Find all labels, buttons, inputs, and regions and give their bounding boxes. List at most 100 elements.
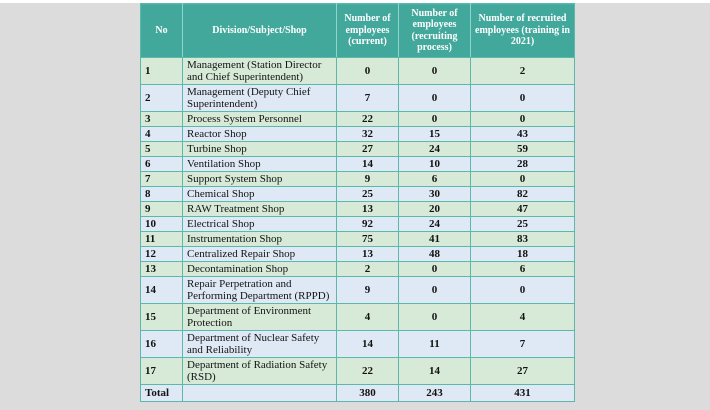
- row-current-cell: 27: [336, 141, 399, 157]
- row-no-cell: 3: [140, 111, 183, 127]
- row-division-cell: Management (Station Director and Chief S…: [182, 57, 337, 85]
- header-cell-no: No: [140, 3, 183, 58]
- row-no-cell: 5: [140, 141, 183, 157]
- row-no-cell: 2: [140, 84, 183, 112]
- row-no-cell: 7: [140, 171, 183, 187]
- table-row: 16 Department of Nuclear Safety and Relia…: [140, 330, 575, 358]
- row-division-cell: Turbine Shop: [182, 141, 337, 157]
- table-row: 11 Instrumentation Shop 75 41 83: [140, 231, 575, 247]
- row-recruiting-cell: 11: [398, 330, 471, 358]
- row-recruited-cell: 18: [470, 246, 575, 262]
- row-current-cell: 14: [336, 156, 399, 172]
- row-no-cell: 12: [140, 246, 183, 262]
- row-recruiting-cell: 20: [398, 201, 471, 217]
- table-row: 12 Centralized Repair Shop 13 48 18: [140, 246, 575, 262]
- row-recruiting-cell: 0: [398, 57, 471, 85]
- table-row: 15 Department of Environment Protection 4 0…: [140, 303, 575, 331]
- row-division-cell: Department of Nuclear Safety and Reliabi…: [182, 330, 337, 358]
- row-no-cell: 16: [140, 330, 183, 358]
- row-division-cell: Electrical Shop: [182, 216, 337, 232]
- table-row: 10 Electrical Shop 92 24 25: [140, 216, 575, 232]
- row-division-cell: Support System Shop: [182, 171, 337, 187]
- row-recruited-cell: 2: [470, 57, 575, 85]
- row-current-cell: 0: [336, 57, 399, 85]
- row-recruiting-cell: 24: [398, 141, 471, 157]
- table-row: 14 Repair Perpetration and Performing Dep…: [140, 276, 575, 304]
- row-recruiting-cell: 0: [398, 261, 471, 277]
- row-division-cell: Decontamination Shop: [182, 261, 337, 277]
- row-recruited-cell: 82: [470, 186, 575, 202]
- row-recruited-cell: 0: [470, 84, 575, 112]
- table-row: 13 Decontamination Shop 2 0 6: [140, 261, 575, 277]
- row-no-cell: 8: [140, 186, 183, 202]
- row-division-cell: Management (Deputy Chief Superintendent): [182, 84, 337, 112]
- total-label-cell: Total: [140, 384, 183, 402]
- table-header-row: No Division/Subject/Shop Number of emplo…: [140, 3, 575, 58]
- employees-table-container: No Division/Subject/Shop Number of emplo…: [140, 3, 575, 402]
- table-row: 5 Turbine Shop 27 24 59: [140, 141, 575, 157]
- page-top-strip: [0, 0, 710, 3]
- row-no-cell: 4: [140, 126, 183, 142]
- row-recruiting-cell: 14: [398, 357, 471, 385]
- row-division-cell: Reactor Shop: [182, 126, 337, 142]
- row-division-cell: Chemical Shop: [182, 186, 337, 202]
- row-recruiting-cell: 24: [398, 216, 471, 232]
- row-recruiting-cell: 15: [398, 126, 471, 142]
- row-current-cell: 9: [336, 276, 399, 304]
- row-recruited-cell: 7: [470, 330, 575, 358]
- table-row: 2 Management (Deputy Chief Superintendent…: [140, 84, 575, 112]
- row-recruiting-cell: 48: [398, 246, 471, 262]
- row-division-cell: Instrumentation Shop: [182, 231, 337, 247]
- table-row: 3 Process System Personnel 22 0 0: [140, 111, 575, 127]
- row-recruited-cell: 83: [470, 231, 575, 247]
- row-current-cell: 22: [336, 357, 399, 385]
- table-row: 6 Ventilation Shop 14 10 28: [140, 156, 575, 172]
- row-current-cell: 92: [336, 216, 399, 232]
- row-current-cell: 2: [336, 261, 399, 277]
- row-no-cell: 15: [140, 303, 183, 331]
- row-no-cell: 11: [140, 231, 183, 247]
- table-header: No Division/Subject/Shop Number of emplo…: [140, 3, 575, 58]
- row-recruiting-cell: 0: [398, 303, 471, 331]
- header-cell-recruiting: Number of employees (recruiting process): [398, 3, 471, 58]
- row-division-cell: Process System Personnel: [182, 111, 337, 127]
- row-recruiting-cell: 6: [398, 171, 471, 187]
- row-no-cell: 10: [140, 216, 183, 232]
- employees-table: No Division/Subject/Shop Number of emplo…: [140, 3, 575, 402]
- row-current-cell: 22: [336, 111, 399, 127]
- row-no-cell: 1: [140, 57, 183, 85]
- row-no-cell: 14: [140, 276, 183, 304]
- row-recruiting-cell: 0: [398, 84, 471, 112]
- total-recruiting-cell: 243: [398, 384, 471, 402]
- row-current-cell: 13: [336, 201, 399, 217]
- header-cell-recruited: Number of recruited employees (training …: [470, 3, 575, 58]
- table-footer: Total 380 243 431: [140, 384, 575, 402]
- table-row: 1 Management (Station Director and Chief …: [140, 57, 575, 85]
- total-recruited-cell: 431: [470, 384, 575, 402]
- total-row: Total 380 243 431: [140, 384, 575, 402]
- row-division-cell: RAW Treatment Shop: [182, 201, 337, 217]
- row-division-cell: Repair Perpetration and Performing Depar…: [182, 276, 337, 304]
- row-no-cell: 9: [140, 201, 183, 217]
- table-row: 7 Support System Shop 9 6 0: [140, 171, 575, 187]
- row-recruited-cell: 4: [470, 303, 575, 331]
- row-recruited-cell: 27: [470, 357, 575, 385]
- row-recruiting-cell: 41: [398, 231, 471, 247]
- row-recruited-cell: 59: [470, 141, 575, 157]
- row-recruited-cell: 28: [470, 156, 575, 172]
- row-current-cell: 75: [336, 231, 399, 247]
- row-division-cell: Department of Environment Protection: [182, 303, 337, 331]
- row-current-cell: 4: [336, 303, 399, 331]
- row-current-cell: 25: [336, 186, 399, 202]
- row-recruiting-cell: 0: [398, 276, 471, 304]
- table-row: 9 RAW Treatment Shop 13 20 47: [140, 201, 575, 217]
- header-cell-current: Number of employees (current): [336, 3, 399, 58]
- row-recruiting-cell: 0: [398, 111, 471, 127]
- row-recruited-cell: 25: [470, 216, 575, 232]
- row-division-cell: Department of Radiation Safety (RSD): [182, 357, 337, 385]
- row-current-cell: 7: [336, 84, 399, 112]
- row-recruited-cell: 0: [470, 171, 575, 187]
- table-row: 8 Chemical Shop 25 30 82: [140, 186, 575, 202]
- total-current-cell: 380: [336, 384, 399, 402]
- row-no-cell: 17: [140, 357, 183, 385]
